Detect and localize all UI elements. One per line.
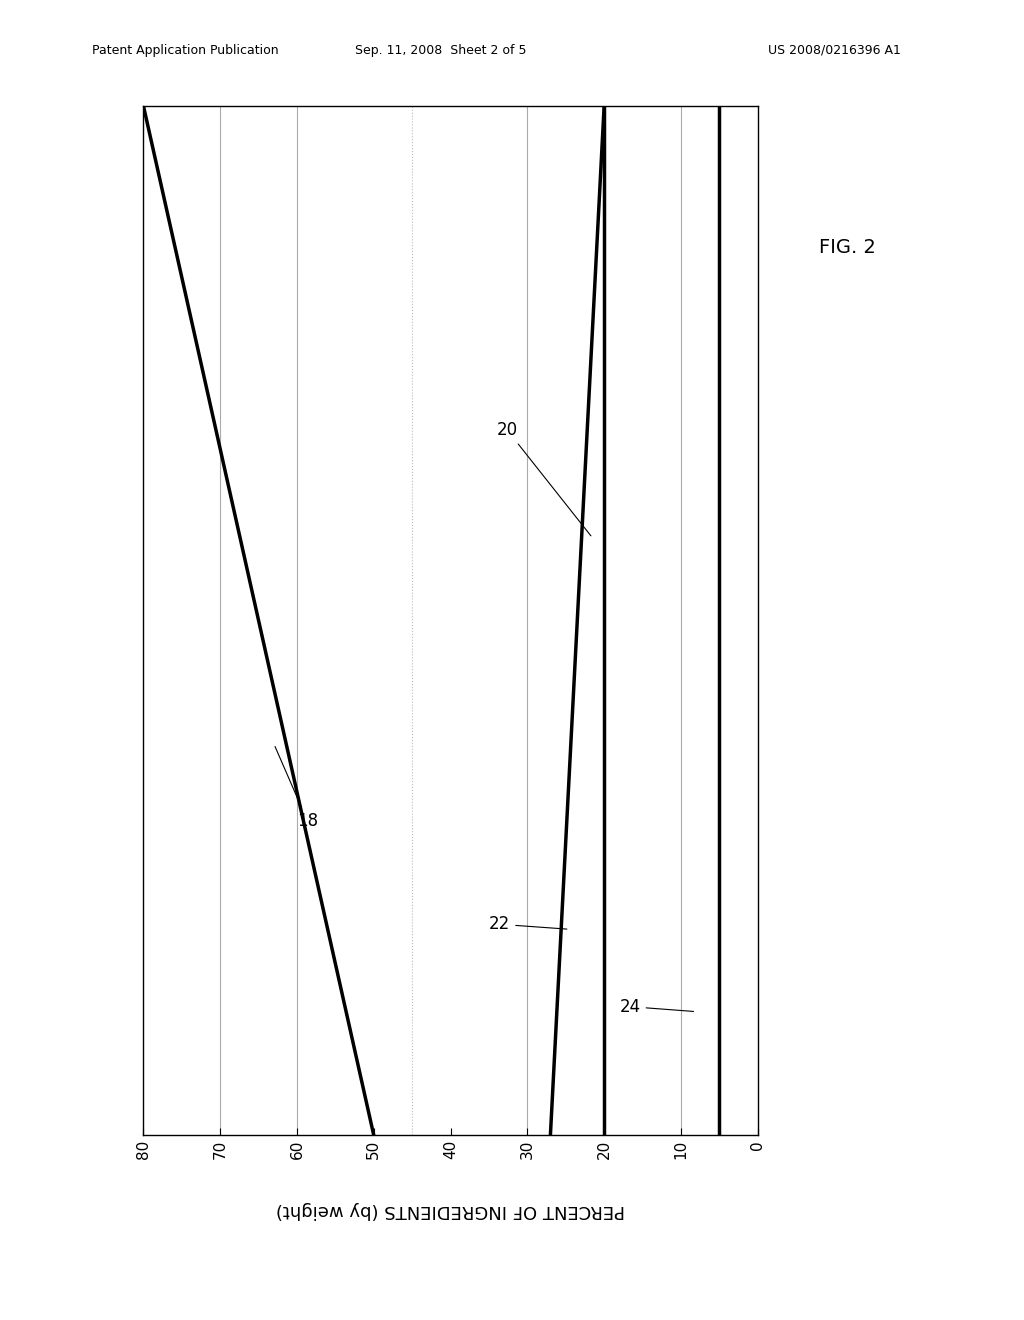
Text: Patent Application Publication: Patent Application Publication bbox=[92, 44, 279, 57]
Text: FIG. 2: FIG. 2 bbox=[819, 238, 877, 256]
Text: 18: 18 bbox=[275, 747, 318, 830]
Text: 20: 20 bbox=[497, 421, 591, 536]
Text: US 2008/0216396 A1: US 2008/0216396 A1 bbox=[768, 44, 901, 57]
Text: 24: 24 bbox=[620, 998, 693, 1015]
Text: 22: 22 bbox=[489, 915, 567, 933]
Text: Sep. 11, 2008  Sheet 2 of 5: Sep. 11, 2008 Sheet 2 of 5 bbox=[354, 44, 526, 57]
X-axis label: PERCENT OF INGREDIENTS (by weight): PERCENT OF INGREDIENTS (by weight) bbox=[276, 1201, 625, 1220]
